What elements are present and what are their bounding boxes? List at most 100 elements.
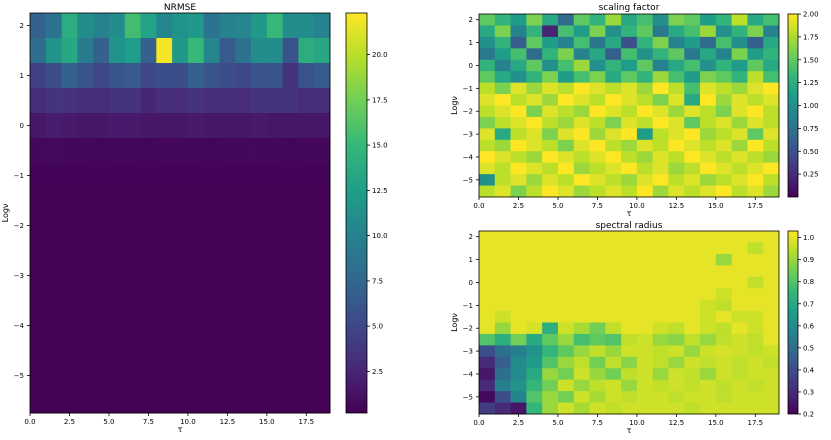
- spectral-radius-cell: [542, 242, 559, 255]
- scaling-factor-cell: [731, 25, 748, 38]
- spectral-radius-cell: [494, 311, 511, 323]
- spectral-radius-axes-frame: [478, 230, 780, 415]
- scaling-factor-cell: [763, 128, 780, 141]
- nrmse-cell: [314, 263, 331, 289]
- nrmse-cell: [266, 88, 284, 114]
- scaling-factor-cell: [510, 116, 527, 129]
- nrmse-cell: [219, 238, 236, 264]
- scaling-factor-cell: [479, 151, 496, 164]
- scaling-factor-cell: [652, 162, 669, 175]
- spectral-radius-cell: [684, 333, 701, 346]
- nrmse-cell: [314, 13, 331, 39]
- scaling-factor-cell: [573, 139, 590, 152]
- scaling-factor-cell: [715, 36, 733, 49]
- nrmse-title: NRMSE: [164, 3, 196, 13]
- nrmse-cell: [172, 13, 189, 39]
- nrmse-cell: [251, 163, 268, 189]
- nrmse-cell: [77, 13, 94, 39]
- spectral-radius-cell: [479, 288, 496, 301]
- spectral-radius-cell: [510, 299, 527, 312]
- scaling-factor-cell: [557, 48, 575, 61]
- nrmse-cell: [219, 113, 236, 139]
- scaling-factor-cell: [668, 185, 685, 198]
- spectral-radius-cell: [636, 356, 654, 369]
- spectral-radius-cell: [731, 231, 748, 243]
- scaling-factor-cell: [526, 82, 543, 95]
- scaling-factor-cell: [605, 105, 622, 118]
- nrmse-cell: [314, 313, 331, 339]
- nrmse-cell: [219, 138, 236, 164]
- scaling-factor-cell: [652, 105, 669, 118]
- nrmse-cell: [203, 138, 220, 164]
- spectral-radius-cell: [573, 231, 590, 243]
- nrmse-cell: [45, 263, 62, 289]
- scaling-factor-cell: [510, 25, 527, 38]
- spectral-radius-cell: [542, 379, 559, 392]
- scaling-factor-cell: [510, 71, 527, 84]
- spectral-radius-cell: [715, 231, 733, 243]
- nrmse-cell: [219, 263, 236, 289]
- nrmse-cell: [203, 88, 220, 114]
- nrmse-cell: [251, 238, 268, 264]
- scaling-factor-cell: [494, 14, 511, 26]
- spectral-radius-cell: [494, 368, 511, 381]
- scaling-factor-cell: [763, 105, 780, 118]
- scaling-factor-cell: [747, 82, 764, 95]
- scaling-factor-cell: [494, 116, 511, 129]
- scaling-factor-cell: [605, 128, 622, 141]
- spectral-radius-cell: [557, 265, 575, 278]
- spectral-radius-cell: [621, 333, 638, 346]
- nrmse-cell: [235, 138, 252, 164]
- scaling-factor-cell: [605, 151, 622, 164]
- spectral-radius-cell: [763, 333, 780, 346]
- spectral-radius-cell: [526, 276, 543, 289]
- spectral-radius-xtick-label: 12.5: [669, 419, 685, 427]
- nrmse-cell: [187, 263, 205, 289]
- nrmse-cell: [251, 138, 268, 164]
- scaling-factor-cell: [573, 71, 590, 84]
- spectral-radius-cell: [494, 276, 511, 289]
- spectral-radius-cell: [542, 231, 559, 243]
- scaling-factor-cell: [747, 25, 764, 38]
- spectral-radius-colorbar: [787, 230, 799, 415]
- spectral-radius-ytick-label: −2: [463, 325, 473, 333]
- spectral-radius-cell: [479, 391, 496, 403]
- nrmse-cell: [235, 338, 252, 364]
- scaling-factor-cell: [684, 128, 701, 141]
- spectral-radius-cell: [510, 379, 527, 392]
- nrmse-cell: [124, 163, 141, 189]
- nrmse-cell: [156, 188, 173, 214]
- nrmse-cell: [314, 188, 331, 214]
- spectral-radius-cell: [526, 402, 543, 415]
- scaling-factor-cell: [700, 116, 717, 129]
- nrmse-cell: [219, 13, 236, 39]
- scaling-factor-cell: [636, 59, 654, 72]
- scaling-factor-cell: [636, 14, 654, 26]
- scaling-factor-ytick-label: 2: [469, 16, 473, 24]
- nrmse-cell: [235, 63, 252, 89]
- nrmse-cell: [314, 213, 331, 239]
- scaling-factor-cell: [700, 174, 717, 186]
- spectral-radius-cell: [684, 299, 701, 312]
- scaling-factor-cell: [557, 71, 575, 84]
- spectral-radius-cell: [731, 265, 748, 278]
- spectral-radius-cell: [763, 368, 780, 381]
- nrmse-cell: [124, 338, 141, 364]
- scaling-factor-cell: [747, 116, 764, 129]
- nrmse-cell: [251, 313, 268, 339]
- spectral-radius-cell: [557, 345, 575, 358]
- nrmse-cell: [172, 188, 189, 214]
- spectral-radius-cell: [542, 311, 559, 323]
- nrmse-cell: [124, 13, 141, 39]
- nrmse-ytick-label: −1: [14, 172, 24, 180]
- spectral-radius-cell: [636, 253, 654, 266]
- nrmse-cell: [93, 263, 110, 289]
- nrmse-cell: [61, 188, 78, 214]
- scaling-factor-cell: [668, 36, 685, 49]
- spectral-radius-cell: [573, 379, 590, 392]
- scaling-factor-cell: [636, 162, 654, 175]
- nrmse-cell: [235, 238, 252, 264]
- nrmse-cell: [172, 363, 189, 389]
- nrmse-cell: [282, 188, 299, 214]
- nrmse-cell: [61, 263, 78, 289]
